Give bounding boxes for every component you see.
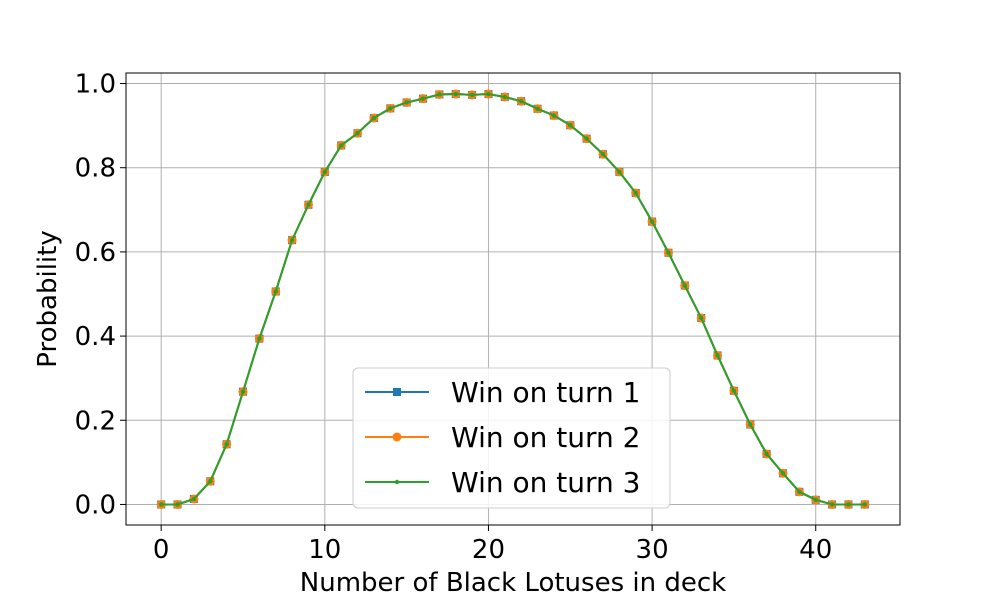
series-3-point <box>191 496 197 502</box>
series-3-point <box>240 389 246 394</box>
series-3-point <box>273 289 278 294</box>
series-3-point <box>208 479 213 484</box>
legend-entry: Win on turn 3 <box>365 466 640 499</box>
series-3-point <box>780 471 786 476</box>
series-3-point <box>420 96 426 101</box>
series-3-point <box>748 422 753 427</box>
series-3-point <box>862 502 868 507</box>
plot-frame <box>125 72 901 526</box>
series-3-point <box>306 202 311 207</box>
series-3-point <box>175 502 180 507</box>
legend-marker <box>393 388 401 396</box>
y-tick-label: 0.8 <box>75 154 116 184</box>
series-3-point <box>453 91 458 97</box>
series-3-point <box>797 489 802 495</box>
x-tick-label: 30 <box>636 535 669 565</box>
series-3-point <box>338 143 344 148</box>
legend-label: Win on turn 3 <box>451 466 640 499</box>
legend-marker <box>392 432 402 442</box>
series-3-point <box>469 92 475 98</box>
series-3-point <box>224 442 229 447</box>
legend-entry: Win on turn 2 <box>365 421 640 454</box>
series-3-point <box>371 115 377 121</box>
y-axis-label: Probability <box>33 230 63 367</box>
x-tick-label: 40 <box>799 535 832 565</box>
y-tick-label: 1.0 <box>75 70 116 100</box>
series-layer <box>156 89 870 509</box>
series-3-point <box>682 283 688 288</box>
series-3-point <box>633 190 638 196</box>
series-3-point <box>289 237 295 243</box>
series-3-point <box>535 106 540 111</box>
series-3-point <box>617 169 622 175</box>
legend-marker <box>394 479 400 485</box>
series-3-point <box>568 122 573 128</box>
legend-box <box>352 367 671 509</box>
legend: Win on turn 1 Win on turn 2 Win on turn 3 <box>352 367 671 509</box>
series-3-point <box>158 502 164 507</box>
series-3-point <box>731 388 737 394</box>
y-tick-label: 0.2 <box>75 406 116 436</box>
series-3-point <box>437 92 442 97</box>
x-tick-label: 0 <box>153 535 170 565</box>
series-3-point <box>388 106 393 111</box>
series-3-point <box>764 451 769 457</box>
x-tick-label: 10 <box>308 535 341 565</box>
series-3-point <box>649 219 655 224</box>
series-3-point <box>846 502 851 507</box>
series-3-line <box>161 93 865 506</box>
series-3 <box>158 91 868 507</box>
series-3-point <box>551 113 557 118</box>
series-3-point <box>404 100 409 105</box>
y-axis-ticks: 0.0 0.2 0.4 0.6 0.8 1.0 <box>75 70 126 520</box>
series-3-point <box>257 336 262 341</box>
series-3-point <box>502 94 508 100</box>
series-3-point <box>715 353 720 358</box>
series-3-point <box>518 99 524 104</box>
series-3-point <box>698 315 704 321</box>
series-3-point <box>829 502 835 507</box>
series-3-point <box>666 250 671 255</box>
x-axis-ticks: 0 10 20 30 40 <box>153 525 832 565</box>
x-tick-label: 20 <box>472 535 505 565</box>
y-tick-label: 0.4 <box>75 322 116 352</box>
legend-entry: Win on turn 1 <box>365 376 640 409</box>
series-3-point <box>813 497 818 503</box>
y-tick-label: 0.0 <box>75 490 116 520</box>
series-3-point <box>355 130 360 136</box>
y-tick-label: 0.6 <box>75 238 116 268</box>
legend-label: Win on turn 1 <box>451 376 640 409</box>
x-axis-label: Number of Black Lotuses in deck <box>300 568 726 598</box>
series-3-point <box>584 136 589 141</box>
series-3-point <box>322 169 328 175</box>
series-3-point <box>486 91 491 97</box>
series-3-point <box>600 152 606 157</box>
legend-label: Win on turn 2 <box>451 421 640 454</box>
